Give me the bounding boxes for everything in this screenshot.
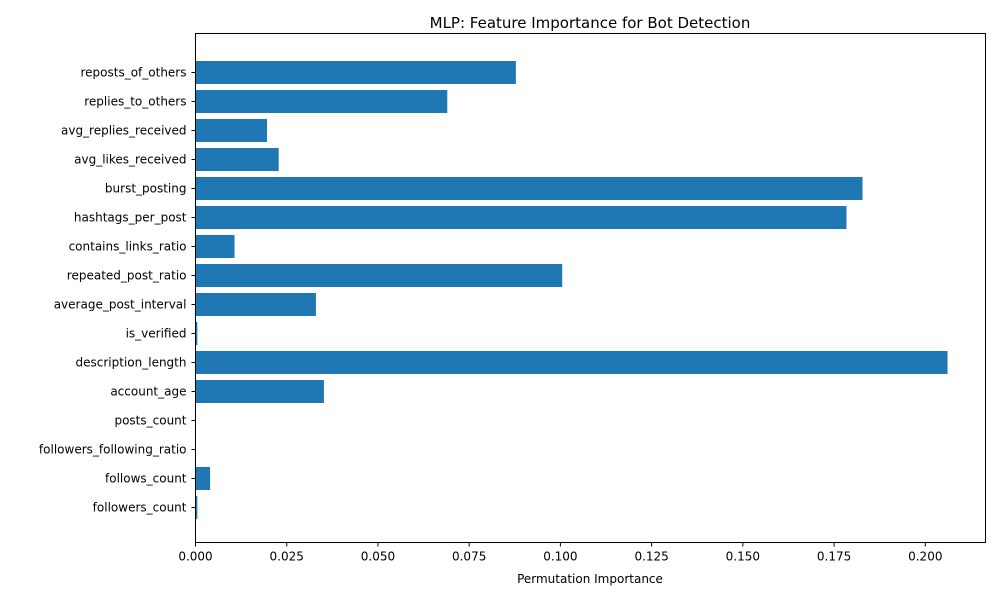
bar-hashtags-per-post bbox=[195, 206, 847, 229]
x-tick-label: 0.050 bbox=[361, 550, 395, 564]
y-tick-label-hashtags-per-post: hashtags_per_post bbox=[74, 211, 187, 225]
y-tick-label-followers-count: followers_count bbox=[93, 501, 187, 515]
x-tick-label: 0.100 bbox=[543, 550, 577, 564]
x-axis-label: Permutation Importance bbox=[517, 572, 663, 586]
bar-is-verified bbox=[195, 322, 198, 345]
plot-frame bbox=[195, 33, 986, 543]
bar-follows-count bbox=[195, 467, 211, 490]
bar-repeated-post-ratio bbox=[195, 264, 563, 287]
x-tick-label: 0.150 bbox=[726, 550, 760, 564]
bar-avg-likes-received bbox=[195, 148, 279, 171]
y-tick-label-repeated-post-ratio: repeated_post_ratio bbox=[67, 269, 187, 283]
y-tick-label-average-post-interval: average_post_interval bbox=[54, 298, 187, 312]
y-tick-label-is-verified: is_verified bbox=[126, 327, 187, 341]
bar-account-age bbox=[195, 380, 324, 403]
x-tick-label: 0.000 bbox=[178, 550, 212, 564]
y-tick-label-account-age: account_age bbox=[110, 385, 186, 399]
x-tick-label: 0.175 bbox=[817, 550, 851, 564]
x-tick-label: 0.200 bbox=[908, 550, 942, 564]
y-tick-label-avg-likes-received: avg_likes_received bbox=[74, 153, 186, 167]
y-tick-label-followers-following-ratio: followers_following_ratio bbox=[39, 443, 187, 457]
y-tick-label-follows-count: follows_count bbox=[105, 472, 187, 486]
bar-replies-to-others bbox=[195, 90, 448, 113]
x-tick-label: 0.025 bbox=[270, 550, 304, 564]
bars-layer bbox=[195, 61, 948, 519]
bar-burst-posting bbox=[195, 177, 863, 200]
bar-followers-count bbox=[195, 496, 198, 519]
y-tick-label-posts-count: posts_count bbox=[114, 414, 186, 428]
chart-title: MLP: Feature Importance for Bot Detectio… bbox=[430, 14, 751, 32]
bar-contains-links-ratio bbox=[195, 235, 235, 258]
bar-average-post-interval bbox=[195, 293, 316, 316]
y-tick-label-description-length: description_length bbox=[76, 356, 187, 370]
y-tick-label-contains-links-ratio: contains_links_ratio bbox=[69, 240, 187, 254]
x-tick-label: 0.125 bbox=[634, 550, 668, 564]
y-axis: followers_count follows_count followers_fo… bbox=[39, 66, 196, 515]
y-tick-label-burst-posting: burst_posting bbox=[105, 182, 187, 196]
y-tick-label-avg-replies-received: avg_replies_received bbox=[61, 124, 187, 138]
y-tick-label-reposts-of-others: reposts_of_others bbox=[80, 66, 186, 80]
y-tick-label-replies-to-others: replies_to_others bbox=[84, 95, 186, 109]
bar-reposts-of-others bbox=[195, 61, 516, 84]
bar-description-length bbox=[195, 351, 948, 374]
x-tick-label: 0.075 bbox=[452, 550, 486, 564]
bar-avg-replies-received bbox=[195, 119, 268, 142]
x-axis: 0.000 0.025 0.050 0.075 0.100 0.125 0.150 0.175… bbox=[178, 542, 942, 564]
